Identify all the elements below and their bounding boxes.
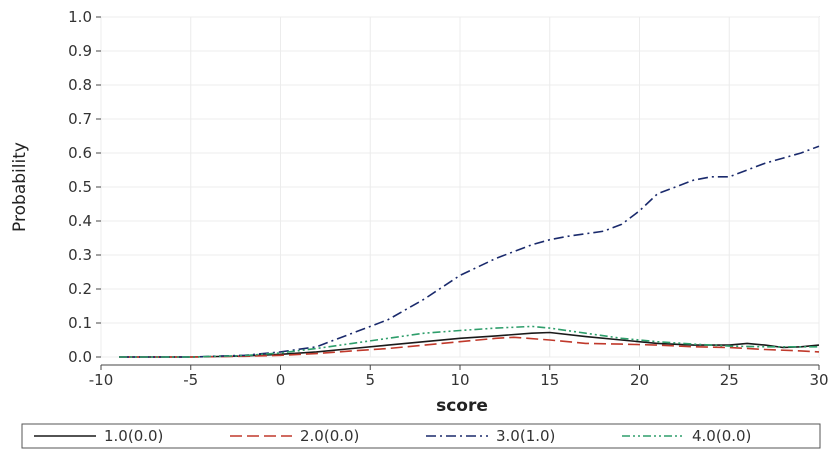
series-lines [119,145,820,358]
y-tick-label: 0.5 [68,178,92,196]
legend-box [21,423,821,449]
x-tick-label: 30 [809,371,828,389]
y-tick-label: 0.4 [68,212,92,230]
axes: 0.0 0.1 0.2 0.3 0.4 0.5 0.6 0.7 0.8 0.9 1.0 -10 -5 0 5… [68,8,828,389]
y-tick-label: 0.2 [68,280,92,298]
y-tick-label: 1.0 [68,8,92,26]
legend-label: 3.0(1.0) [496,427,555,445]
y-tick-label: 0.7 [68,110,92,128]
legend-label: 4.0(0.0) [692,427,751,445]
series-line [119,331,820,358]
x-tick-label: 20 [630,371,649,389]
series-line [119,145,820,358]
x-tick-label: 15 [540,371,559,389]
x-tick-label: 5 [365,371,375,389]
y-tick-label: 0.8 [68,76,92,94]
legend-label: 2.0(0.0) [300,427,359,445]
legend-label: 1.0(0.0) [104,427,163,445]
series-line [119,336,820,358]
legend: 1.0(0.0) 2.0(0.0) 3.0(1.0) 4.0(0.0) [21,423,821,449]
x-tick-label: -5 [183,371,198,389]
x-tick-label: 10 [450,371,469,389]
x-tick-label: -10 [89,371,114,389]
x-axis-title: score [436,396,488,416]
y-tick-label: 0.3 [68,246,92,264]
x-tick-label: 0 [276,371,286,389]
y-tick-label: 0.9 [68,42,92,60]
y-axis-title: Probability [10,142,30,232]
x-tick-label: 25 [720,371,739,389]
y-tick-label: 0.6 [68,144,92,162]
y-tick-label: 0.1 [68,314,92,332]
y-tick-label: 0.0 [68,348,92,366]
